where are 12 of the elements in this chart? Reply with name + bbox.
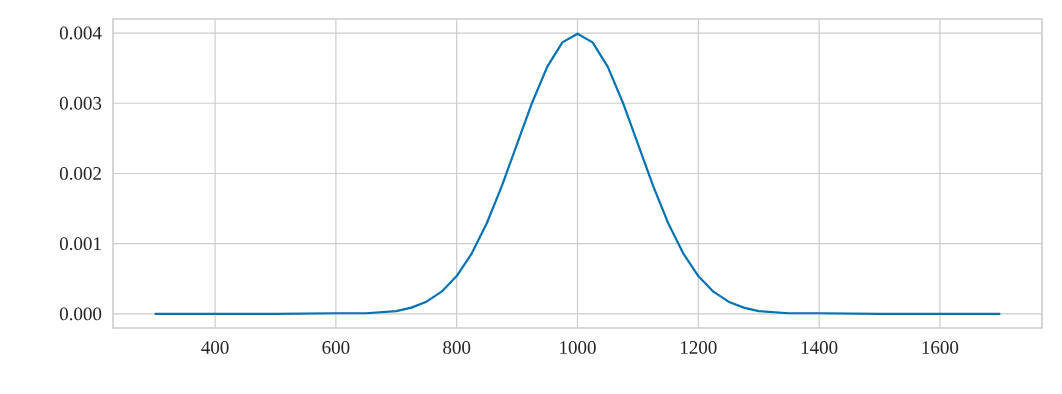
x-tick-label: 1400 xyxy=(801,341,838,354)
y-tick-label: 0.004 xyxy=(59,26,102,40)
x-tick-label: 800 xyxy=(443,341,471,354)
x-tick-label: 1200 xyxy=(680,341,717,354)
y-tick-label: 0.001 xyxy=(59,237,101,251)
y-tick-label: 0.000 xyxy=(59,307,102,321)
y-tick-label: 0.002 xyxy=(59,167,101,180)
y-tick-label: 0.003 xyxy=(59,96,102,110)
x-tick-label: 1600 xyxy=(922,341,959,354)
x-tick-label: 400 xyxy=(201,341,229,354)
x-tick-label: 1000 xyxy=(560,341,596,354)
x-tick-label: 600 xyxy=(322,341,350,354)
